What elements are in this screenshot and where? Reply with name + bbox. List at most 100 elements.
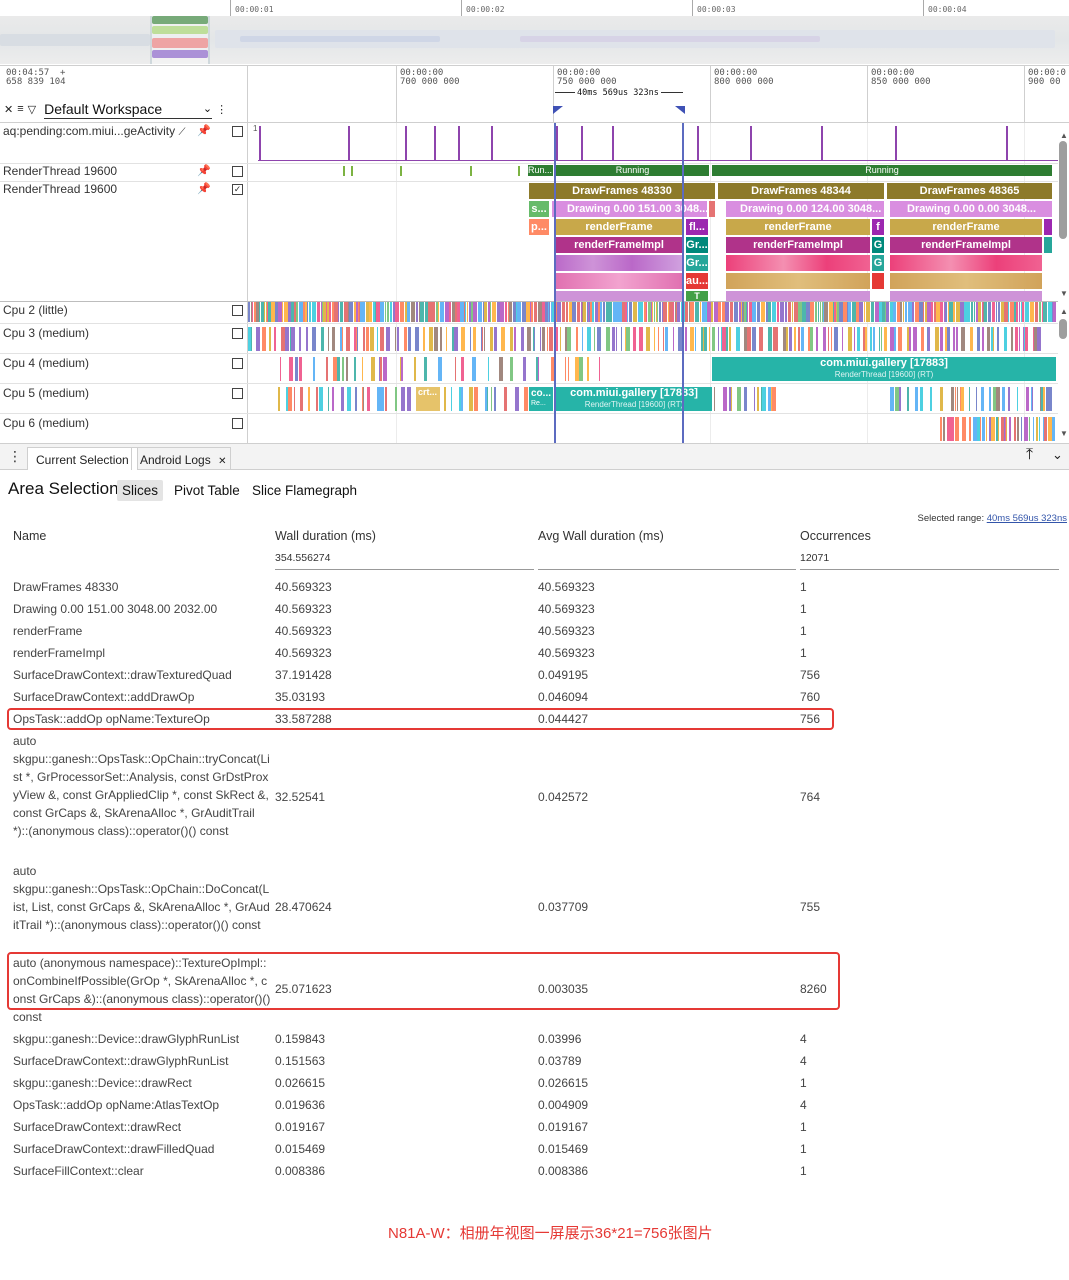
slice-renderframe[interactable]: renderFrame (890, 219, 1042, 235)
selection-end-handle[interactable] (675, 106, 685, 114)
track-checkbox[interactable] (232, 126, 243, 137)
column-header-wall[interactable]: Wall duration (ms) (275, 529, 376, 543)
filter-icon[interactable]: ▽ (27, 103, 37, 116)
slice-short[interactable]: Gr... (686, 255, 708, 271)
slice-renderframeimpl[interactable]: renderFrameImpl (554, 237, 684, 253)
slice-drawframes[interactable]: DrawFrames 48330 (529, 183, 715, 199)
more-vert-icon[interactable]: ⋮ (216, 103, 228, 116)
slice-short[interactable]: Gr... (686, 237, 708, 253)
table-row[interactable]: SurfaceDrawContext::addDrawOp 35.03193 0.0… (0, 688, 1069, 710)
table-row[interactable]: auto skgpu::ganesh::OpsTask::OpChain::Do… (0, 862, 1069, 952)
column-header-occurrences[interactable]: Occurrences (800, 529, 871, 543)
track-scrollbar[interactable] (1059, 141, 1067, 239)
timeline-overview[interactable]: 00:00:01 00:00:02 00:00:03 00:00:04 (0, 0, 1069, 66)
slice-drawing[interactable]: Drawing 0.00 151.00 3048... (552, 201, 707, 217)
track-label-cpu[interactable]: Cpu 5 (medium) (3, 386, 90, 400)
collapse-all-icon[interactable]: ✕ (4, 103, 14, 116)
track-label-renderthread[interactable]: RenderThread 19600 (3, 164, 118, 178)
column-header-name[interactable]: Name (13, 529, 47, 543)
slice-renderframeimpl[interactable]: renderFrameImpl (726, 237, 870, 253)
cpu-track-3[interactable] (248, 327, 1058, 351)
tab-current-selection[interactable]: Current Selection (27, 447, 138, 471)
cpu-slice-gallery[interactable]: com.miui.gallery [17883] RenderThread [1… (712, 357, 1056, 381)
table-row[interactable]: renderFrameImpl 40.569323 40.569323 1 (0, 644, 1069, 666)
table-row[interactable]: OpsTask::addOp opName:TextureOp 33.587288… (0, 710, 1069, 732)
track-label-aq-pending[interactable]: aq:pending:com.miui...geActivity ⟋ (0, 124, 248, 138)
table-row[interactable]: auto (anonymous namespace)::TextureOpImp… (0, 954, 1069, 1024)
cpu-track-5[interactable] (248, 387, 1058, 411)
drag-handle-icon[interactable]: ⋮ (8, 448, 22, 464)
track-checkbox[interactable] (232, 328, 243, 339)
thread-state-running[interactable]: Running (556, 165, 709, 176)
table-row[interactable]: SurfaceDrawContext::drawRect 0.019167 0.01… (0, 1118, 1069, 1140)
cell-avg-wall-duration: 0.046094 (538, 690, 589, 704)
cpu-slice-crt[interactable]: crt... (416, 387, 440, 411)
slice-renderframe[interactable]: renderFrame (554, 219, 684, 235)
slice-drawing[interactable]: Drawing 0.00 0.00 3048... (890, 201, 1052, 217)
slice-renderframe[interactable]: renderFrame (726, 219, 870, 235)
slice-short[interactable]: T (686, 291, 708, 301)
slice-renderframeimpl[interactable]: renderFrameImpl (890, 237, 1042, 253)
track-checkbox[interactable] (232, 358, 243, 369)
track-checkbox[interactable] (232, 305, 243, 316)
cell-name: OpsTask::addOp opName:AtlasTextOp (13, 1098, 220, 1112)
workspace-select[interactable]: Default Workspace ⌄ (44, 100, 213, 119)
subtab-pivot-table[interactable]: Pivot Table (174, 483, 240, 498)
table-row[interactable]: Drawing 0.00 151.00 3048.00 2032.00 40.56… (0, 600, 1069, 622)
slice-short[interactable]: au... (686, 273, 708, 289)
table-row[interactable]: skgpu::ganesh::Device::drawGlyphRunList 0… (0, 1030, 1069, 1052)
table-row[interactable]: skgpu::ganesh::Device::drawRect 0.026615 0… (0, 1074, 1069, 1096)
cell-name: SurfaceDrawContext::drawFilledQuad (13, 1142, 215, 1156)
maximize-panel-icon[interactable]: ⤒ (1026, 446, 1034, 463)
cpu-slice-gallery[interactable]: com.miui.gallery [17883] RenderThread [1… (556, 387, 712, 411)
slice-drawframes[interactable]: DrawFrames 48344 (718, 183, 884, 199)
table-row[interactable]: DrawFrames 48330 40.569323 40.569323 1 (0, 578, 1069, 600)
slice-short[interactable]: fl... (686, 219, 708, 235)
cpu-scrollbar[interactable] (1059, 319, 1067, 339)
column-header-avg[interactable]: Avg Wall duration (ms) (538, 529, 664, 543)
table-row[interactable]: SurfaceDrawContext::drawTexturedQuad 37.1… (0, 666, 1069, 688)
selected-range-link[interactable]: 40ms 569us 323ns (986, 513, 1067, 524)
pin-icon[interactable]: 📌 (197, 165, 211, 177)
track-label-cpu[interactable]: Cpu 3 (medium) (3, 326, 90, 340)
chevron-down-icon[interactable]: ⌄ (1052, 447, 1063, 462)
sort-icon[interactable]: ≡ (17, 103, 24, 115)
slice-drawframes[interactable]: DrawFrames 48365 (887, 183, 1052, 199)
cpu-track-2[interactable] (248, 302, 1058, 322)
track-checkbox[interactable] (232, 388, 243, 399)
subtab-slices[interactable]: Slices (117, 480, 164, 501)
track-label-cpu[interactable]: Cpu 6 (medium) (3, 416, 90, 430)
pin-icon[interactable]: 📌 (197, 183, 211, 195)
table-row[interactable]: SurfaceDrawContext::drawFilledQuad 0.0154… (0, 1140, 1069, 1162)
pin-icon[interactable]: 📌 (197, 125, 211, 137)
track-checkbox-checked[interactable]: ✓ (232, 184, 243, 195)
overview-visible-window[interactable] (150, 16, 210, 64)
slice-short[interactable]: f (872, 219, 884, 235)
tab-android-logs[interactable]: Android Logs ✕ (131, 447, 232, 471)
thread-state-running[interactable]: Run... (528, 165, 553, 176)
slice-short[interactable]: p... (529, 219, 549, 235)
cell-avg-wall-duration: 40.569323 (538, 646, 595, 660)
track-checkbox[interactable] (232, 166, 243, 177)
track-checkbox[interactable] (232, 418, 243, 429)
slice-short[interactable]: G (872, 237, 884, 253)
track-label-cpu[interactable]: Cpu 4 (medium) (3, 356, 90, 370)
table-row[interactable]: SurfaceDrawContext::drawGlyphRunList 0.15… (0, 1052, 1069, 1074)
table-row[interactable]: SurfaceFillContext::clear 0.008386 0.00838… (0, 1162, 1069, 1184)
cpu-track-4[interactable] (248, 357, 1058, 381)
thread-state-running[interactable]: Running (712, 165, 1052, 176)
subtab-slice-flamegraph[interactable]: Slice Flamegraph (252, 483, 358, 498)
close-icon[interactable]: ✕ (218, 456, 227, 467)
slice-short[interactable]: s... (529, 201, 549, 217)
table-row[interactable]: auto skgpu::ganesh::OpsTask::OpChain::tr… (0, 732, 1069, 862)
tracks-area[interactable]: aq:pending:com.miui...geActivity ⟋ 📌 1 R… (0, 123, 1069, 443)
cpu-track-6[interactable] (248, 417, 1058, 441)
table-row[interactable]: OpsTask::addOp opName:AtlasTextOp 0.01963… (0, 1096, 1069, 1118)
track-label-cpu[interactable]: Cpu 2 (little) (3, 303, 68, 317)
slice-drawing[interactable]: Drawing 0.00 124.00 3048... (726, 201, 884, 217)
table-row[interactable]: renderFrame 40.569323 40.569323 1 (0, 622, 1069, 644)
selection-start-handle[interactable] (553, 106, 563, 114)
slice-short[interactable]: G (872, 255, 884, 271)
track-label-renderthread-expanded[interactable]: RenderThread 19600 (3, 182, 118, 196)
cpu-slice-co[interactable]: co... Re... (529, 387, 553, 411)
